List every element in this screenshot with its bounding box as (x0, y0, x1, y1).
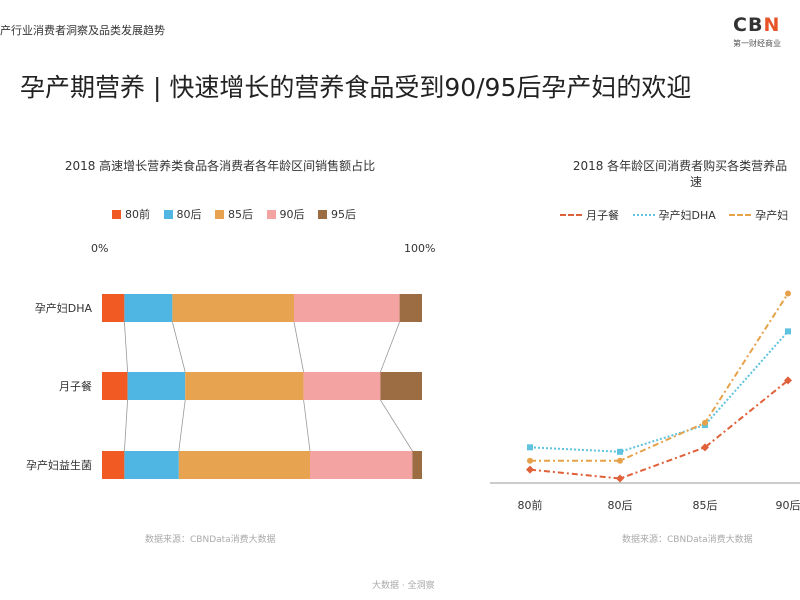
connector-line (124, 321, 128, 373)
bar-segment (412, 451, 422, 479)
bar-segment (102, 451, 125, 479)
data-point (617, 448, 623, 455)
data-point (527, 457, 533, 464)
legend-label: 80后 (176, 208, 202, 221)
bar-segment (102, 372, 128, 400)
line-chart: 80前 80后 85后 90后 (490, 290, 800, 512)
data-point (616, 474, 624, 483)
x-tick-label: 80前 (518, 498, 543, 512)
legend-label: 孕产妇DHA (658, 209, 716, 222)
bar-segment (178, 451, 310, 479)
logo-subtitle: 第一财经商业 (733, 39, 781, 48)
legend-line (632, 214, 655, 216)
data-point (701, 443, 709, 452)
logo-accent: N (763, 14, 781, 36)
series-line (529, 379, 789, 480)
x-tick-label: 80后 (608, 499, 633, 512)
bar-segment (124, 294, 173, 322)
legend-label: 90后 (279, 208, 305, 221)
data-point (527, 444, 533, 451)
header-bar: 产行业消费者洞察及品类发展趋势 CBN 第一财经商业 (0, 0, 800, 50)
page-title: 孕产期营养 | 快速增长的营养食品受到90/95后孕产妇的欢迎 (20, 73, 692, 102)
legend-swatch (112, 209, 121, 219)
series-line (530, 292, 789, 462)
legend-label: 85后 (228, 208, 253, 221)
connector-line (303, 399, 311, 452)
right-chart-legend: 月子餐 孕产妇DHA 孕产妇 (560, 206, 798, 223)
legend-item-90: 90后 (266, 206, 305, 222)
legend-swatch (163, 209, 173, 219)
legend-label: 月子餐 (586, 209, 619, 222)
bar-segment (172, 294, 294, 322)
left-chart-legend: 80前 80后 85后 90后 95后 (112, 206, 366, 222)
legend-item-80before: 80前 (112, 206, 150, 222)
connector-line (380, 399, 413, 452)
connector-line (124, 399, 128, 452)
bar-segment (303, 372, 381, 400)
bar-segment (399, 294, 422, 322)
cbndata-logo: CBN (733, 14, 780, 36)
axis-label-100: 100% (404, 242, 436, 255)
x-tick-label: 85后 (693, 499, 718, 512)
right-chart-title-line1: 2018 各年龄区间消费者购买各类营养品 (572, 159, 788, 173)
connector-line (172, 321, 186, 373)
connector-line (178, 399, 186, 452)
bar-segment (127, 372, 186, 400)
legend-item-95: 95后 (318, 206, 356, 222)
bar-segment (185, 372, 304, 400)
bar-segment (380, 372, 422, 400)
axis-label-0: 0% (91, 242, 109, 255)
data-point (617, 457, 623, 464)
source-note-right: 数据来源：CBNData消费大数据 (622, 535, 753, 545)
page-note: 大数据 · 全洞察 (372, 581, 435, 591)
legend-item-80: 80后 (163, 206, 202, 222)
connector-line (380, 321, 400, 373)
left-chart-title: 2018 高速增长营养类食品各消费者各年龄区间销售额占比 (40, 158, 400, 174)
right-chart-title: 2018 各年龄区间消费者购买各类营养品 速 (520, 158, 800, 190)
category-label: 月子餐 (59, 379, 92, 393)
bar-segment (294, 294, 400, 322)
series-line (529, 330, 789, 453)
legend-item-dha: 孕产妇DHA (632, 207, 716, 223)
legend-label: 95后 (331, 208, 356, 221)
legend-label: 80前 (125, 208, 150, 221)
category-label: 孕产妇益生菌 (26, 458, 92, 472)
legend-swatch (215, 209, 224, 219)
data-point (526, 465, 534, 474)
bar-segment (102, 294, 125, 322)
legend-swatch (266, 209, 276, 219)
legend-item-85: 85后 (215, 206, 253, 222)
left-chart-title-text: 2018 高速增长营养类食品各消费者各年龄区间销售额占比 (64, 159, 376, 173)
legend-line (560, 214, 582, 216)
data-point (785, 328, 791, 335)
breadcrumb: 产行业消费者洞察及品类发展趋势 (0, 24, 165, 37)
logo-main: CB (733, 14, 764, 36)
bar-segment (310, 451, 413, 479)
legend-item-yichunjun: 孕产妇 (729, 207, 788, 223)
bar-segment (124, 451, 179, 479)
legend-swatch (318, 209, 327, 219)
legend-item-yuezican: 月子餐 (560, 207, 619, 223)
connector-line (293, 321, 304, 373)
right-chart-title-line2: 速 (690, 175, 703, 189)
category-label: 孕产妇DHA (35, 301, 93, 315)
legend-line (729, 214, 752, 216)
data-point (702, 419, 708, 426)
data-point (785, 290, 791, 297)
x-tick-label: 90后 (776, 499, 800, 512)
legend-label: 孕产妇 (755, 209, 789, 222)
data-point (784, 376, 792, 385)
source-note-left: 数据来源：CBNData消费大数据 (145, 535, 276, 545)
